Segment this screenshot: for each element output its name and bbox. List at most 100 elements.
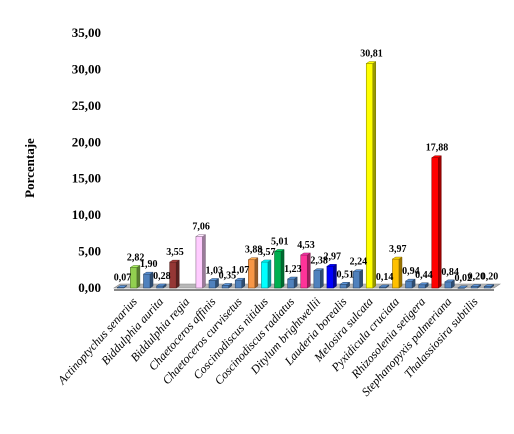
data-labels: 0,07 2,821,900,28 3,55 7,06 1,030,351,07 3,88…	[114, 49, 498, 284]
bar	[457, 285, 469, 289]
bar-top	[326, 264, 338, 267]
bar-top	[417, 282, 430, 286]
bar-top	[313, 268, 325, 271]
y-axis-label: Porcentaje	[22, 138, 37, 198]
data-label: 0,44	[415, 270, 433, 281]
y-tick-label: 10,00	[72, 207, 101, 222]
y-tick-label: 30,00	[72, 61, 101, 76]
data-label: 2,38	[310, 256, 328, 267]
bar-side	[175, 259, 180, 289]
bar	[378, 284, 390, 289]
data-label: 2,82	[127, 252, 145, 263]
data-label: 7,06	[192, 222, 210, 233]
bar-top	[286, 276, 298, 280]
data-label: 5,01	[271, 236, 289, 247]
data-label: 2,24	[350, 257, 368, 268]
data-label: 30,81	[360, 49, 383, 60]
bar-front	[418, 284, 426, 289]
bar	[273, 249, 285, 289]
bar	[430, 155, 443, 289]
data-label: 0,94	[402, 266, 420, 277]
bar	[352, 269, 364, 289]
bar-front	[169, 261, 177, 289]
bar	[339, 281, 351, 289]
data-label: 0,51	[337, 269, 355, 280]
bar-front	[326, 266, 334, 289]
bar-side	[372, 61, 377, 289]
bar-top	[221, 283, 233, 286]
bar-front	[339, 283, 347, 289]
bar-top	[430, 155, 443, 158]
bar-front	[143, 273, 151, 289]
data-label: 0,35	[219, 270, 237, 281]
bar	[168, 259, 181, 289]
bar	[142, 271, 154, 289]
bar-top	[129, 265, 141, 268]
bar-front	[248, 259, 256, 289]
data-label: 0,07	[114, 272, 132, 283]
bar-top	[483, 284, 495, 287]
data-label: 0,14	[376, 272, 394, 283]
bar-front	[352, 271, 360, 289]
bar-front	[130, 267, 138, 289]
bar	[483, 284, 495, 289]
data-label: 0,28	[153, 271, 171, 282]
y-tick-label: 25,00	[72, 98, 101, 113]
bar-top	[116, 285, 128, 288]
bar-top	[365, 61, 377, 64]
data-label: 3,55	[166, 247, 184, 258]
data-label: 17,88	[426, 143, 449, 154]
y-tick-label: 15,00	[72, 171, 101, 186]
data-label: 1,23	[284, 264, 302, 275]
bar	[444, 279, 456, 289]
y-tick-label: 35,00	[72, 25, 101, 40]
bar	[326, 263, 338, 289]
bar-side	[359, 269, 363, 289]
bar-front	[234, 279, 243, 289]
bar-front	[274, 251, 282, 289]
bar	[247, 257, 259, 289]
bar	[221, 282, 233, 289]
data-label: 1,03	[206, 265, 224, 276]
bar-top	[352, 269, 364, 272]
y-tick-label: 5,00	[78, 244, 101, 259]
bar-top	[155, 283, 167, 287]
bar	[404, 278, 416, 289]
bar	[116, 285, 128, 289]
y-axis-ticks: 0,00 5,00 10,00 15,00 20,00 25,00 30,00 35,00	[72, 25, 101, 295]
bar-top	[391, 256, 403, 260]
bar-front	[156, 285, 164, 289]
bar-top	[142, 271, 154, 275]
bar	[391, 256, 403, 289]
bar	[470, 284, 482, 289]
bar-top	[378, 284, 390, 288]
data-label: 2,97	[323, 251, 341, 262]
bar-side	[267, 259, 272, 289]
bar	[260, 259, 272, 289]
bar	[129, 264, 141, 289]
bar	[234, 277, 246, 289]
bar-top	[444, 279, 456, 283]
data-label: 3,97	[389, 244, 407, 255]
bar-front	[444, 281, 452, 289]
bar-top	[260, 259, 272, 263]
bar-front	[195, 236, 203, 289]
bar-front	[313, 270, 321, 289]
data-label: 0,84	[441, 267, 459, 278]
bar-side	[202, 234, 206, 289]
data-label: 0,20	[481, 272, 499, 283]
data-label: 0,20	[468, 272, 486, 283]
bar	[299, 252, 312, 289]
bar-side	[254, 257, 259, 289]
bar-front	[431, 157, 439, 289]
bar	[417, 282, 430, 289]
bar-front	[405, 280, 413, 289]
bar-top	[339, 282, 351, 285]
bar-top	[404, 278, 416, 282]
bar-front	[300, 254, 308, 289]
bar-top	[457, 285, 469, 289]
data-label: 3,57	[258, 247, 276, 258]
data-label: 0,02	[454, 273, 472, 284]
bar	[208, 278, 220, 289]
